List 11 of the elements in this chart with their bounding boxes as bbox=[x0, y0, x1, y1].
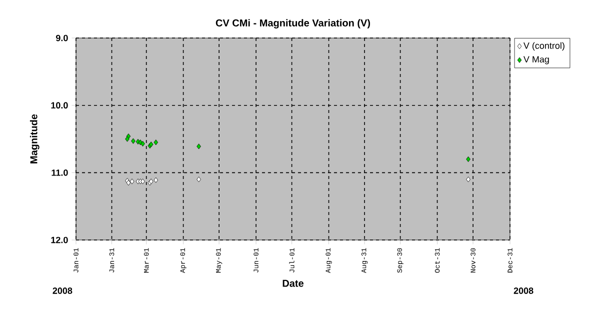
text: 2008 bbox=[514, 288, 534, 294]
y-tick-label: 10.0 bbox=[51, 102, 68, 109]
legend-label: V (control) bbox=[523, 42, 564, 51]
legend-label: V Mag bbox=[523, 56, 549, 64]
y-axis-title: Magnitude bbox=[30, 114, 40, 164]
y-tick-label: 11.0 bbox=[52, 169, 68, 176]
y-tick-label: 12.0 bbox=[51, 236, 68, 244]
y-tick-label: 9.0 bbox=[56, 34, 68, 42]
chart-title: CV CMi - Magnitude Variation (V) bbox=[216, 19, 370, 28]
text: 2008 bbox=[52, 288, 72, 294]
x-axis-title: Date bbox=[282, 280, 304, 287]
